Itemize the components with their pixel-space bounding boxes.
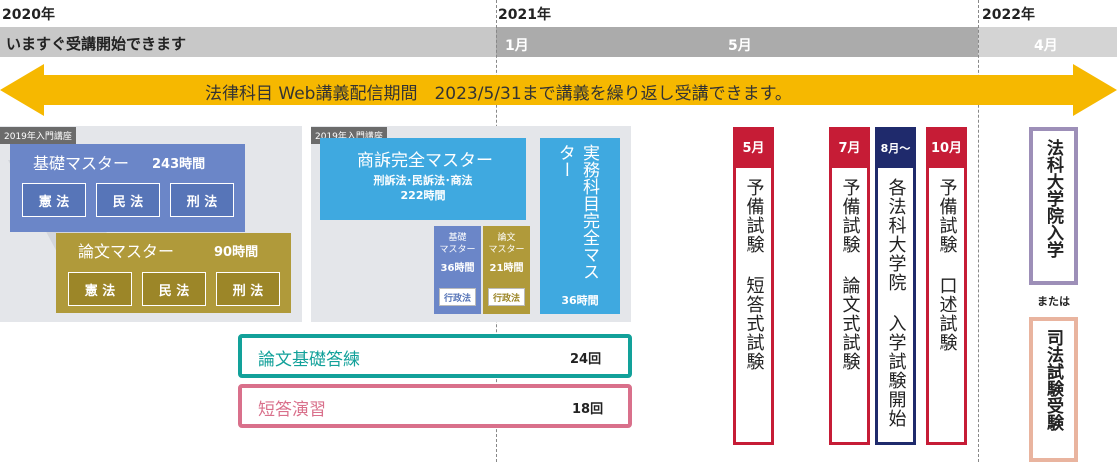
goal-law-school-text: 法科大学院入学	[1043, 139, 1063, 258]
distribution-period-text: 法律科目 Web講義配信期間 2023/5/31まで講義を繰り返し受講できます。	[205, 84, 792, 104]
tanto-enshu-label: 短答演習	[258, 400, 326, 420]
goal-or-label: または	[1037, 295, 1070, 308]
gyosei-kiso-line1: 基礎	[448, 233, 467, 243]
timeline-bar-now	[0, 27, 496, 57]
gyosei-ronbun-hours: 21時間	[489, 263, 524, 274]
shoso-master-subtitle: 刑訴法･民訴法･商法	[373, 174, 473, 187]
kiso-subject-kenpo: 憲 法	[22, 183, 86, 217]
jitsumu-master-box	[540, 138, 620, 314]
intro-course-tag: 2019年入門講座	[0, 127, 76, 144]
gyosei-kiso-hours: 36時間	[440, 263, 475, 274]
exam-card-aug: 8月〜 各法科大学院 入学試験開始	[875, 127, 916, 445]
gyosei-ronbun-line1: 論文	[497, 233, 516, 243]
ronbun-master-title: 論文マスター	[78, 242, 175, 261]
kiso-master-title: 基礎マスター	[33, 154, 130, 173]
gyosei-ronbun-subject: 行政法	[488, 288, 525, 306]
goal-law-school: 法科大学院入学	[1029, 127, 1078, 285]
exam-card-aug-month: 8月〜	[878, 130, 913, 168]
gyosei-kiso-subject: 行政法	[439, 288, 476, 306]
goal-bar-exam-text: 司法試験受験	[1043, 329, 1063, 431]
year-2022: 2022年	[982, 7, 1035, 23]
jitsumu-master-hours: 36時間	[561, 294, 599, 307]
tanto-enshu-count: 18回	[572, 402, 604, 417]
month-2021-jan: 1月	[505, 38, 529, 54]
kiso-subject-minpo: 民 法	[96, 183, 160, 217]
timeline-bar-2022	[978, 27, 1117, 57]
year-2021: 2021年	[498, 7, 551, 23]
exam-card-jul: 7月 予備試験 論文式試験	[829, 127, 870, 445]
distribution-period-arrow	[0, 64, 1117, 116]
ronbun-subject-minpo: 民 法	[142, 272, 206, 306]
ronbun-subject-kenpo: 憲 法	[68, 272, 132, 306]
jitsumu-master-title: 実務科目完全マスター	[555, 144, 599, 280]
ronbun-subject-keiho: 刑 法	[216, 272, 280, 306]
now-label: いますぐ受講開始できます	[6, 35, 187, 53]
tanto-enshu-box	[238, 384, 632, 428]
shoso-master-box	[320, 138, 526, 220]
shoso-master-title: 商訴完全マスター	[357, 151, 493, 171]
exam-card-jul-month: 7月	[832, 130, 867, 168]
year-2020: 2020年	[2, 7, 55, 23]
exam-card-may-month: 5月	[736, 130, 771, 168]
exam-card-may: 5月 予備試験 短答式試験	[733, 127, 774, 445]
month-2021-may: 5月	[728, 38, 752, 54]
timeline-bar-2021	[496, 27, 978, 57]
goal-bar-exam: 司法試験受験	[1029, 317, 1078, 462]
exam-card-oct-month: 10月	[929, 130, 964, 168]
kiso-master-hours: 243時間	[152, 157, 206, 172]
exam-card-aug-text: 各法科大学院 入学試験開始	[885, 178, 907, 428]
ronbun-kiso-toren-count: 24回	[570, 352, 602, 367]
gyosei-ronbun-line2: マスター	[488, 245, 525, 255]
shoso-master-hours: 222時間	[400, 189, 446, 202]
exam-card-oct-text: 予備試験 口述試験	[936, 178, 958, 352]
ronbun-kiso-toren-box	[238, 334, 632, 378]
kiso-subject-keiho: 刑 法	[170, 183, 234, 217]
exam-card-may-text: 予備試験 短答式試験	[743, 178, 765, 371]
gyosei-kiso-line2: マスター	[439, 245, 476, 255]
exam-card-jul-text: 予備試験 論文式試験	[839, 178, 861, 371]
ronbun-master-hours: 90時間	[214, 245, 259, 260]
divider-2022	[978, 0, 979, 462]
month-2022-apr: 4月	[1034, 38, 1058, 54]
exam-card-oct: 10月 予備試験 口述試験	[926, 127, 967, 445]
ronbun-kiso-toren-label: 論文基礎答練	[258, 350, 360, 370]
